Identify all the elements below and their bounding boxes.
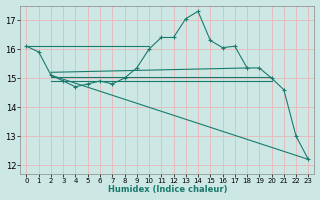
X-axis label: Humidex (Indice chaleur): Humidex (Indice chaleur): [108, 185, 227, 194]
